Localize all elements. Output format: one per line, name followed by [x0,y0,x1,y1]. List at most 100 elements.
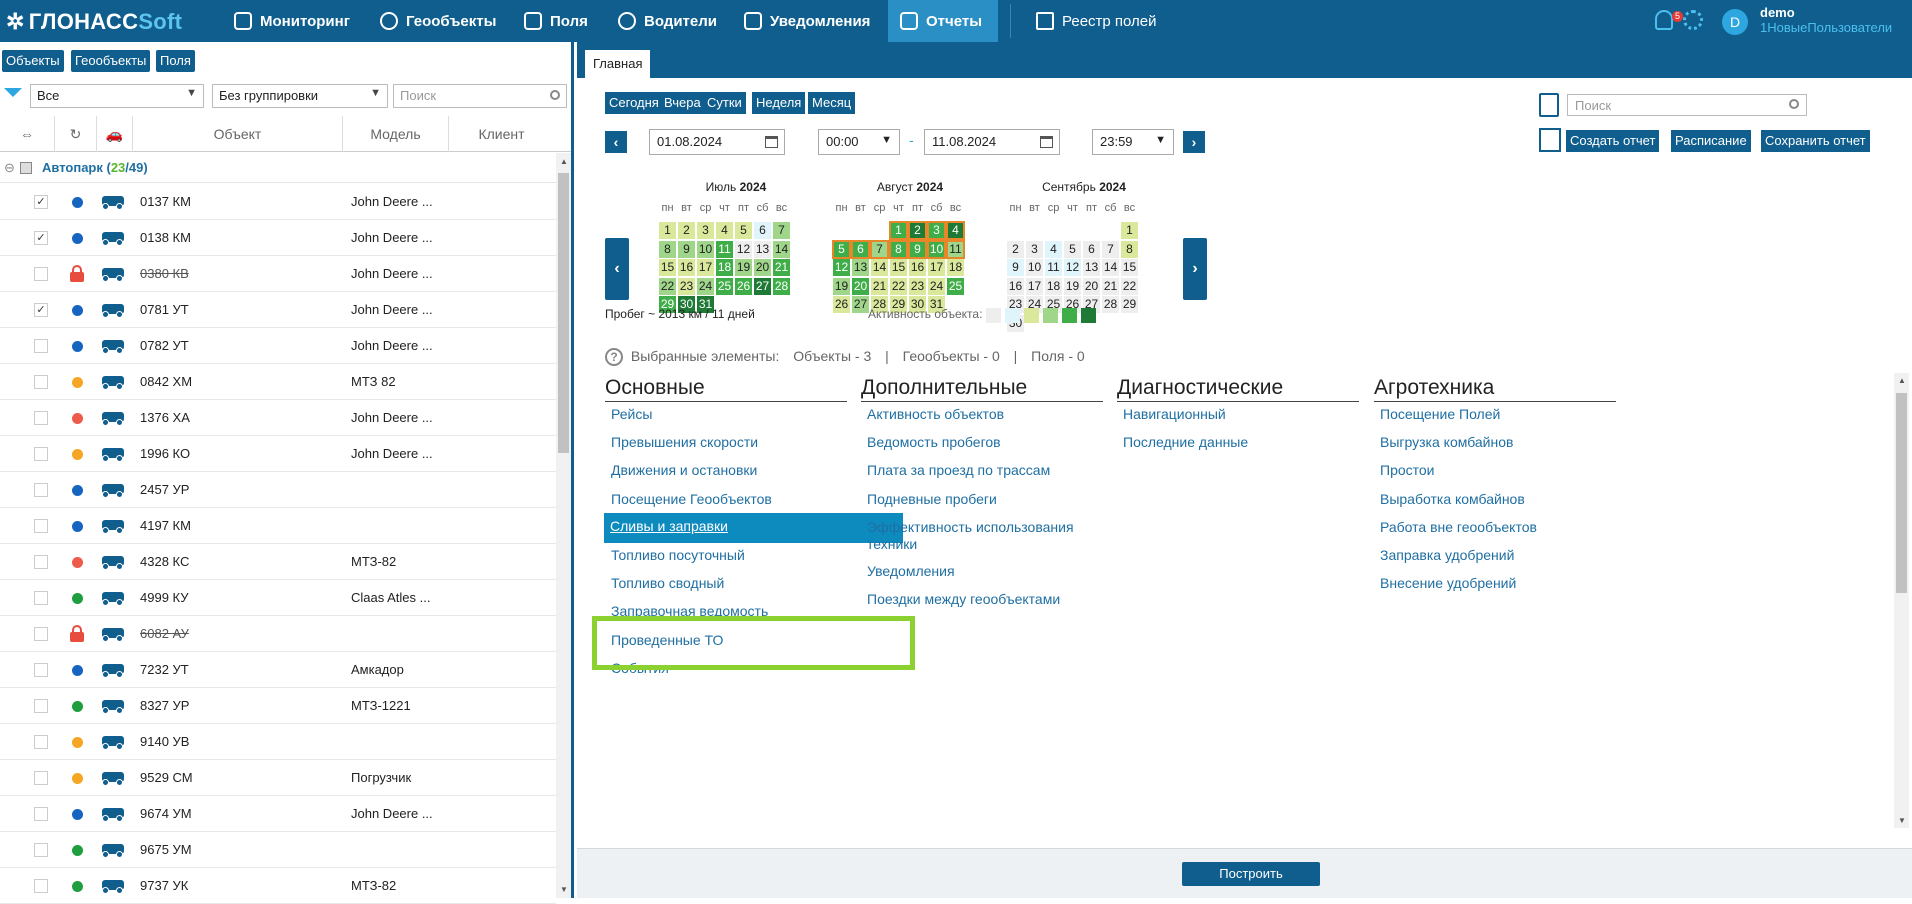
calendar-day[interactable]: 22 [1121,277,1138,295]
calendar-day[interactable]: 23 [678,277,695,295]
row-checkbox[interactable] [34,411,48,425]
calendar-day[interactable]: 11 [716,240,733,258]
calendar-day[interactable]: 4 [946,221,965,240]
row-checkbox[interactable] [34,735,48,749]
scroll-up-icon[interactable]: ▲ [1898,376,1906,385]
quick-day-button[interactable]: Сутки [703,92,746,114]
calendar-day[interactable]: 25 [947,277,964,295]
table-row[interactable]: 7232 УТ Амкадор [0,652,556,688]
reports-scrollbar[interactable]: ▲ ▼ [1894,373,1909,828]
objects-scrollbar[interactable]: ▲ ▼ [556,153,571,898]
table-row[interactable]: 0782 УТ John Deere ... [0,328,556,364]
table-row[interactable]: 9737 УК МТЗ-82 [0,868,556,904]
nav-monitoring[interactable]: Мониторинг [234,0,376,42]
calendar-day[interactable]: 10 [697,240,714,258]
table-row[interactable]: 4197 КМ [0,508,556,544]
calendar-day[interactable]: 15 [890,259,907,276]
report-link[interactable]: Сливы и заправки [604,512,903,543]
report-link[interactable]: Плата за проезд по трассам [867,462,1051,479]
bookmark-icon[interactable] [1539,93,1559,117]
calendar-day[interactable]: 3 [1026,240,1043,258]
prev-period-button[interactable]: ‹ [605,131,627,153]
report-link[interactable]: Выгрузка комбайнов [1380,434,1514,451]
row-checkbox[interactable] [34,807,48,821]
row-checkbox[interactable] [34,591,48,605]
table-row[interactable]: 0842 ХМ МТЗ 82 [0,364,556,400]
table-row[interactable]: 6082 АУ [0,616,556,652]
help-icon[interactable]: ? [605,348,623,367]
table-row[interactable]: 1996 КО John Deere ... [0,436,556,472]
selected-geoobjects[interactable]: Геообъекты - 0 [902,348,1000,364]
report-link[interactable]: Навигационный [1123,406,1226,422]
calendar-day[interactable]: 10 [927,239,946,259]
table-row[interactable]: 9529 СМ Погрузчик [0,760,556,796]
calendar-day[interactable]: 20 [852,277,869,295]
calendar-day[interactable]: 8 [889,239,908,259]
calendar-day[interactable]: 15 [1121,259,1138,276]
create-report-button[interactable]: Создать отчет [1566,130,1660,152]
row-checkbox[interactable] [34,447,48,461]
row-checkbox[interactable]: ✓ [34,303,48,317]
calendar-day[interactable]: 1 [1121,222,1138,239]
calendar-day[interactable]: 17 [928,259,945,276]
report-link[interactable]: Топливо сводный [611,575,725,592]
scroll-thumb[interactable] [1896,393,1907,593]
row-checkbox[interactable] [34,483,48,497]
calendar-day[interactable]: 5 [1064,240,1081,258]
calendar-day[interactable]: 25 [716,277,733,295]
table-row[interactable]: 0380 КВ John Deere ... [0,256,556,292]
table-row[interactable]: ✓ 0138 КМ John Deere ... [0,220,556,256]
calendar-day[interactable]: 16 [678,259,695,276]
row-checkbox[interactable] [34,879,48,893]
table-row[interactable]: 1376 ХА John Deere ... [0,400,556,436]
table-row[interactable]: 9674 УМ John Deere ... [0,796,556,832]
calendar-day[interactable]: 19 [1064,277,1081,295]
date-to-input[interactable]: 11.08.2024 [924,129,1060,155]
row-checkbox[interactable] [34,519,48,533]
calendar-day[interactable]: 7 [870,239,889,259]
calendar-day[interactable]: 21 [871,277,888,295]
report-link[interactable]: Ведомость пробегов [867,434,1001,451]
calendar-day[interactable]: 14 [871,259,888,276]
report-link[interactable]: Подневные пробеги [867,490,997,507]
calendar-day[interactable]: 30 [678,296,695,313]
calendar-day[interactable]: 12 [1064,259,1081,276]
group-row[interactable]: ⊖ Автопарк (23/49) [0,153,558,183]
row-checkbox[interactable]: ✓ [34,231,48,245]
quick-yesterday-button[interactable]: Вчера [660,92,705,114]
calendar-day[interactable]: 20 [1083,277,1100,295]
report-link[interactable]: Рейсы [611,406,653,422]
calendar-day[interactable]: 23 [909,277,926,295]
table-row[interactable]: 9140 УВ [0,724,556,760]
report-link[interactable]: Посещение Геообъектов [611,490,772,507]
download-icon[interactable] [1539,128,1561,152]
table-row[interactable]: ✓ 0137 КМ John Deere ... [0,184,556,220]
nav-notifications[interactable]: Уведомления [744,0,888,42]
nav-geoobjects[interactable]: Геообъекты [380,0,520,42]
calendar-day[interactable]: 18 [947,259,964,276]
table-row[interactable]: ✓ 0781 УТ John Deere ... [0,292,556,328]
row-checkbox[interactable] [34,843,48,857]
filter-icon[interactable] [4,88,22,97]
report-link[interactable]: Выработка комбайнов [1380,490,1525,507]
report-link[interactable]: Заправка удобрений [1380,547,1515,563]
calendar-day[interactable]: 12 [833,259,850,276]
user-name[interactable]: demo [1760,5,1795,20]
nav-drivers[interactable]: Водители [618,0,738,42]
calendar-day[interactable]: 9 [1007,259,1024,276]
grouping-select[interactable]: Без группировки ▼ [212,84,388,108]
row-checkbox[interactable] [34,375,48,389]
report-link[interactable]: Посещение Полей [1380,406,1501,422]
calendar-day[interactable]: 27 [754,277,771,295]
calendar-day[interactable]: 16 [909,259,926,276]
calendar-day[interactable]: 24 [697,277,714,295]
calendar-day[interactable]: 20 [754,259,771,276]
calendar-day[interactable]: 2 [908,221,927,240]
scroll-thumb[interactable] [558,173,569,453]
filter-select[interactable]: Все ▼ [30,84,204,108]
next-period-button[interactable]: › [1183,131,1205,153]
collapse-icon[interactable]: ⊖ [4,160,15,175]
report-link[interactable]: Активность объектов [867,406,1005,422]
calendar-day[interactable]: 5 [832,239,851,259]
nav-reports[interactable]: Отчеты [888,0,998,42]
